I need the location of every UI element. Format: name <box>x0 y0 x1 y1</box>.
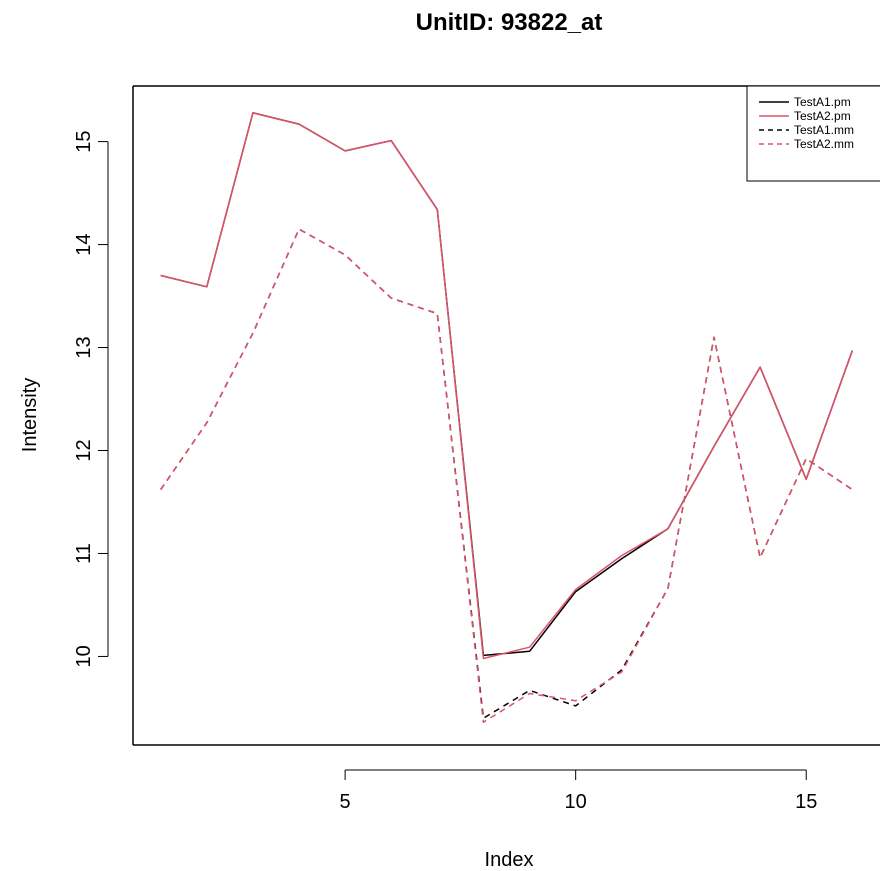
y-tick-label-11: 11 <box>73 543 95 564</box>
y-tick-label-10: 10 <box>73 645 95 667</box>
axes: 5 10 15 10 11 12 13 14 15 <box>73 85 880 813</box>
series-line-2 <box>160 112 854 660</box>
series-line-3 <box>160 228 853 719</box>
y-tick-label-14: 14 <box>73 233 95 255</box>
y-axis-label: Intensity <box>19 378 41 452</box>
legend-label-3: TestA1.mm <box>794 123 854 137</box>
series-line-4 <box>160 228 853 724</box>
x-tick-label-10: 10 <box>565 791 587 813</box>
legend-label-1: TestA1.pm <box>794 95 851 109</box>
chart-title: UnitID: 93822_at <box>416 9 603 36</box>
legend-label-2: TestA2.pm <box>794 109 851 123</box>
x-tick-label-15: 15 <box>795 791 817 813</box>
legend-box <box>746 85 880 182</box>
series-layer <box>160 112 854 724</box>
y-tick-label-15: 15 <box>73 130 95 152</box>
x-tick-label-5: 5 <box>340 791 351 813</box>
series-line-1 <box>160 112 854 657</box>
y-tick-label-12: 12 <box>73 439 95 461</box>
x-axis-label: Index <box>485 849 534 871</box>
y-tick-label-13: 13 <box>73 336 95 358</box>
legend-label-4: TestA2.mm <box>794 137 854 151</box>
